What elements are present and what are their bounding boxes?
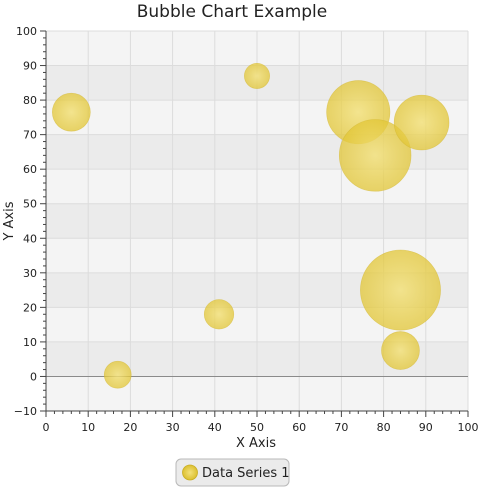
y-tick-label: 20 bbox=[23, 301, 37, 314]
x-tick-label: 100 bbox=[458, 421, 479, 434]
bubble-point bbox=[381, 331, 420, 370]
x-tick-label: 20 bbox=[123, 421, 137, 434]
x-tick-label: 60 bbox=[292, 421, 306, 434]
legend-swatch-icon bbox=[182, 464, 198, 481]
y-tick-label: 50 bbox=[23, 198, 37, 211]
bubble-point bbox=[360, 249, 441, 331]
y-axis-ticks: −10 0 10 20 30 40 50 60 70 80 90 100 bbox=[14, 25, 46, 418]
x-tick-label: 40 bbox=[208, 421, 222, 434]
y-tick-label: 70 bbox=[23, 129, 37, 142]
x-tick-label: 50 bbox=[250, 421, 264, 434]
y-tick-label: 40 bbox=[23, 232, 37, 245]
x-axis-ticks: 0 10 20 30 40 50 60 70 80 90 100 bbox=[43, 411, 479, 434]
legend-box bbox=[175, 458, 290, 487]
y-tick-label: 10 bbox=[23, 336, 37, 349]
y-tick-label: 0 bbox=[30, 370, 37, 383]
y-axis-label: Y Axis bbox=[2, 201, 17, 241]
legend-label: Data Series 1 bbox=[202, 466, 290, 481]
y-tick-label: −10 bbox=[14, 405, 37, 418]
y-tick-label: 100 bbox=[16, 25, 37, 38]
x-tick-label: 70 bbox=[334, 421, 348, 434]
x-tick-label: 80 bbox=[377, 421, 391, 434]
bubble-point bbox=[244, 62, 270, 89]
chart-title: Bubble Chart Example bbox=[137, 2, 327, 22]
y-tick-label: 30 bbox=[23, 267, 37, 280]
bubble-point bbox=[52, 92, 91, 132]
y-tick-label: 90 bbox=[23, 60, 37, 73]
bubble-point bbox=[393, 94, 450, 151]
x-tick-label: 0 bbox=[43, 421, 50, 434]
legend[interactable]: Data Series 1 bbox=[175, 458, 290, 487]
x-tick-label: 30 bbox=[166, 421, 180, 434]
y-tick-label: 80 bbox=[23, 94, 37, 107]
bubble-series bbox=[52, 62, 450, 389]
x-tick-label: 10 bbox=[81, 421, 95, 434]
bubble-point bbox=[103, 360, 132, 389]
bubble-point bbox=[203, 299, 235, 330]
x-tick-label: 90 bbox=[419, 421, 433, 434]
bubble-point bbox=[338, 119, 412, 192]
y-tick-label: 60 bbox=[23, 163, 37, 176]
x-axis-label: X Axis bbox=[236, 436, 276, 451]
